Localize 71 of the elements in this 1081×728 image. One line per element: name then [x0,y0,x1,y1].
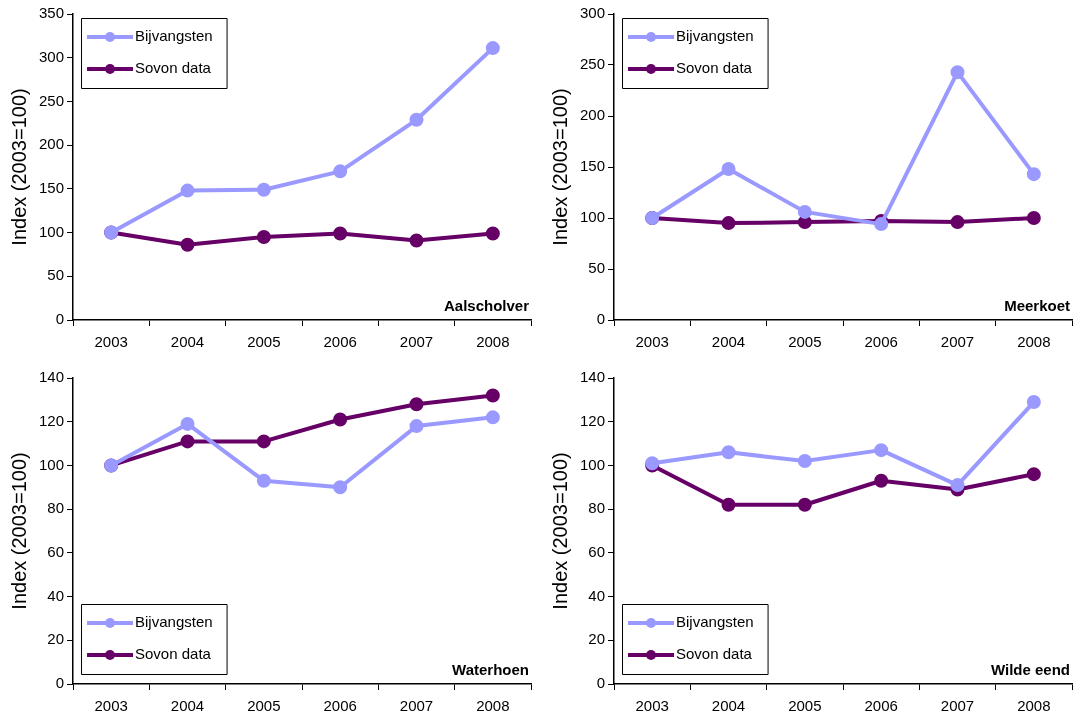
y-tick-label: 0 [55,674,65,692]
legend-label: Bijvangsten [676,613,754,631]
y-tick-label: 60 [47,543,65,560]
x-tick-label: 2003 [635,333,669,351]
x-tick-label: 2005 [788,333,822,351]
x-tick-label: 2006 [864,697,898,715]
x-tick-label: 2004 [170,333,205,351]
y-tick-label: 150 [39,179,65,196]
x-tick-label: 2004 [170,697,205,715]
legend-label: Sovon data [676,59,753,77]
x-tick-label: 2003 [94,333,128,351]
y-tick-label: 100 [39,455,65,473]
y-tick-label: 200 [39,135,65,153]
y-tick-label: 100 [580,455,606,473]
y-tick-label: 0 [596,310,606,328]
x-tick-label: 2004 [711,697,746,715]
y-tick-label: 140 [39,368,65,386]
x-tick-label: 2008 [1017,697,1051,715]
legend-label: Bijvangsten [135,613,213,631]
x-tick-label: 2004 [711,333,746,351]
y-tick-label: 120 [580,411,606,429]
y-tick-label: 40 [47,586,65,604]
annotation: Aalscholver [443,296,530,314]
y-tick-label: 50 [47,266,65,284]
y-tick-label: 250 [580,55,606,73]
y-axis-title: Index (2003=100) [7,452,30,610]
y-tick-label: 80 [47,499,65,517]
annotation: Meerkoet [1004,296,1070,314]
y-tick-label: 40 [588,586,606,604]
x-tick-label: 2007 [399,697,434,715]
y-tick-label: 0 [596,674,606,692]
y-axis-title: Index (2003=100) [548,452,571,610]
y-tick-label: 250 [39,91,65,109]
y-tick-label: 60 [588,543,606,560]
y-tick-label: 80 [588,499,606,517]
annotation: Waterhoen [452,660,529,678]
x-tick-label: 2007 [399,333,434,351]
y-tick-label: 100 [580,208,606,226]
y-tick-label: 300 [39,47,65,65]
x-tick-label: 2006 [864,333,898,351]
y-tick-label: 350 [39,4,65,22]
legend-label: Bijvangsten [676,27,754,45]
x-tick-label: 2003 [635,697,669,715]
y-tick-label: 50 [588,259,606,277]
x-tick-label: 2006 [323,697,357,715]
x-tick-label: 2008 [476,697,510,715]
y-axis-title: Index (2003=100) [548,88,571,246]
annotation: Wilde eend [990,660,1070,678]
y-tick-label: 150 [580,157,606,175]
x-tick-label: 2007 [940,697,975,715]
legend-label: Sovon data [135,645,212,663]
y-tick-label: 20 [47,630,65,648]
y-tick-label: 0 [55,310,65,328]
y-tick-label: 140 [580,368,606,386]
y-tick-label: 120 [39,411,65,429]
y-axis-title: Index (2003=100) [7,88,30,246]
legend-label: Bijvangsten [135,27,213,45]
legend-label: Sovon data [676,645,753,663]
legend-label: Sovon data [135,59,212,77]
y-tick-label: 300 [580,4,606,22]
x-tick-label: 2007 [940,333,975,351]
x-tick-label: 2008 [476,333,510,351]
x-tick-label: 2005 [247,697,281,715]
x-tick-label: 2003 [94,697,128,715]
y-tick-label: 100 [39,222,65,240]
x-tick-label: 2005 [788,697,822,715]
x-tick-label: 2005 [247,333,281,351]
x-tick-label: 2008 [1017,333,1051,351]
x-tick-label: 2006 [323,333,357,351]
y-tick-label: 200 [580,106,606,124]
y-tick-label: 20 [588,630,606,648]
